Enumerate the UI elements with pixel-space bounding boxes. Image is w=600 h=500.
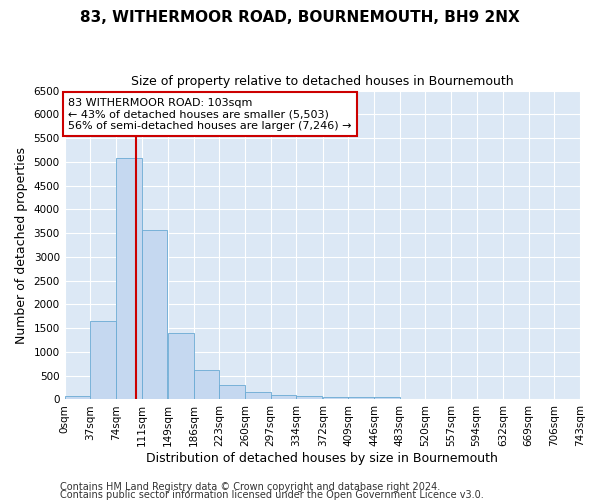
Bar xyxy=(296,396,322,400)
Bar xyxy=(168,333,194,400)
Bar xyxy=(323,397,349,400)
X-axis label: Distribution of detached houses by size in Bournemouth: Distribution of detached houses by size … xyxy=(146,452,498,465)
Bar xyxy=(65,396,91,400)
Bar xyxy=(142,230,167,400)
Bar xyxy=(91,321,116,400)
Text: 83, WITHERMOOR ROAD, BOURNEMOUTH, BH9 2NX: 83, WITHERMOOR ROAD, BOURNEMOUTH, BH9 2N… xyxy=(80,10,520,25)
Text: 83 WITHERMOOR ROAD: 103sqm
← 43% of detached houses are smaller (5,503)
56% of s: 83 WITHERMOOR ROAD: 103sqm ← 43% of deta… xyxy=(68,98,352,131)
Bar xyxy=(220,385,245,400)
Y-axis label: Number of detached properties: Number of detached properties xyxy=(15,146,28,344)
Text: Contains public sector information licensed under the Open Government Licence v3: Contains public sector information licen… xyxy=(60,490,484,500)
Bar xyxy=(374,397,400,400)
Bar xyxy=(116,158,142,400)
Title: Size of property relative to detached houses in Bournemouth: Size of property relative to detached ho… xyxy=(131,75,514,88)
Bar xyxy=(349,397,374,400)
Bar xyxy=(271,394,296,400)
Bar xyxy=(245,392,271,400)
Text: Contains HM Land Registry data © Crown copyright and database right 2024.: Contains HM Land Registry data © Crown c… xyxy=(60,482,440,492)
Bar xyxy=(194,370,220,400)
